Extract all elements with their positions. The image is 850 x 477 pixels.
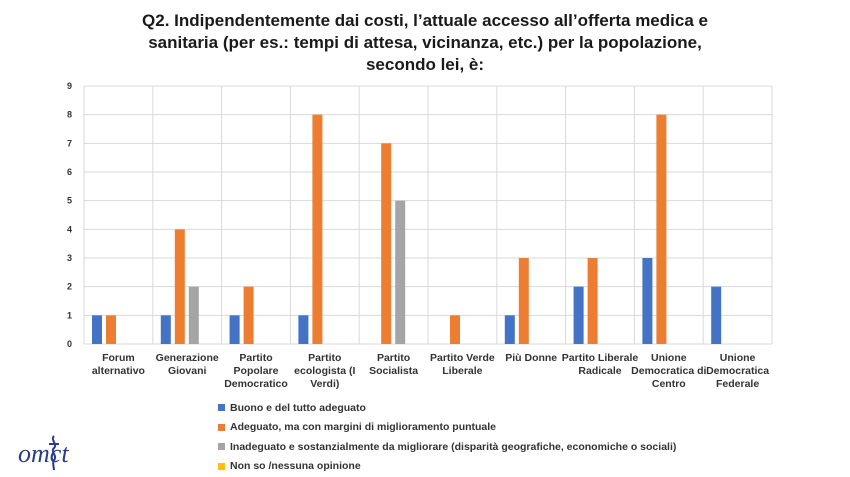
omct-logo-icon: omct	[18, 435, 69, 471]
legend-swatch	[218, 404, 225, 412]
legend-label: Buono e del tutto adeguato	[230, 401, 366, 414]
legend-label: Adeguato, ma con margini di migliorament…	[230, 421, 497, 434]
legend-label: Non so /nessuna opinione	[230, 460, 361, 473]
chart-title: Q2. Indipendentemente dai costi, l’attua…	[80, 10, 770, 76]
bar	[587, 258, 598, 344]
bar	[92, 315, 102, 344]
bar	[518, 258, 529, 344]
legend-swatch	[218, 443, 225, 451]
category-label: Partito Popolare Democratico	[224, 352, 288, 390]
bar	[298, 315, 309, 344]
chart-title-line-1: Q2. Indipendentemente dai costi, l’attua…	[142, 11, 708, 30]
y-tick-label: 5	[67, 196, 72, 206]
y-tick-label: 9	[67, 81, 72, 91]
category-label: Unione Democratica di Centro	[631, 352, 706, 390]
legend-item: Inadeguato e sostanzialmente da migliora…	[218, 437, 676, 457]
category-label: Partito Liberale Radicale	[562, 352, 639, 377]
y-tick-label: 8	[67, 110, 72, 120]
bar	[395, 200, 406, 344]
legend-swatch	[218, 423, 225, 431]
legend-item: Buono e del tutto adeguato	[218, 398, 676, 418]
bar	[381, 143, 392, 344]
category-label: Partito ecologista (I Verdi)	[294, 352, 355, 390]
legend-item: Adeguato, ma con margini di migliorament…	[218, 418, 676, 438]
y-tick-label: 7	[67, 138, 72, 148]
omct-logo: omct	[16, 432, 111, 477]
bar	[573, 286, 584, 344]
bar	[450, 315, 460, 344]
bar-chart: 0 1 2 3 4 5 6 7 8 9 Forum alternativo Generazione Gio…	[67, 81, 773, 390]
category-label: Generazione Giovani	[156, 352, 219, 377]
legend-label: Inadeguato e sostanzialmente da migliora…	[230, 440, 677, 453]
y-tick-label: 3	[67, 253, 72, 263]
category-label: Forum alternativo	[92, 352, 145, 377]
category-label: Partito Verde Liberale	[430, 352, 495, 377]
bar	[243, 286, 254, 344]
bar	[106, 315, 116, 344]
y-tick-label: 0	[67, 339, 72, 349]
logo-text: omct	[18, 439, 69, 468]
chart-title-line-3: secondo lei, è:	[365, 55, 485, 74]
bar	[504, 315, 515, 344]
y-tick-label: 2	[67, 282, 72, 292]
y-tick-label: 1	[67, 310, 72, 320]
bar	[642, 258, 653, 344]
bar	[229, 315, 240, 344]
y-tick-label: 6	[67, 167, 72, 177]
legend-item: Non so /nessuna opinione	[218, 457, 676, 477]
category-label: Unione Democratica Federale	[706, 352, 769, 390]
category-label: Partito Socialista	[369, 352, 418, 377]
bar	[312, 114, 323, 345]
chart-legend: Buono e del tutto adeguato Adeguato, ma c…	[218, 398, 676, 476]
category-label: Più Donne	[505, 352, 557, 364]
chart-title-line-2: sanitaria (per es.: tempi di attesa, vic…	[148, 33, 702, 52]
bar	[188, 286, 199, 344]
bar	[174, 229, 185, 344]
bar	[656, 114, 667, 345]
bar	[160, 315, 171, 344]
bar	[711, 286, 722, 344]
y-tick-label: 4	[67, 224, 72, 234]
legend-swatch	[218, 462, 225, 470]
